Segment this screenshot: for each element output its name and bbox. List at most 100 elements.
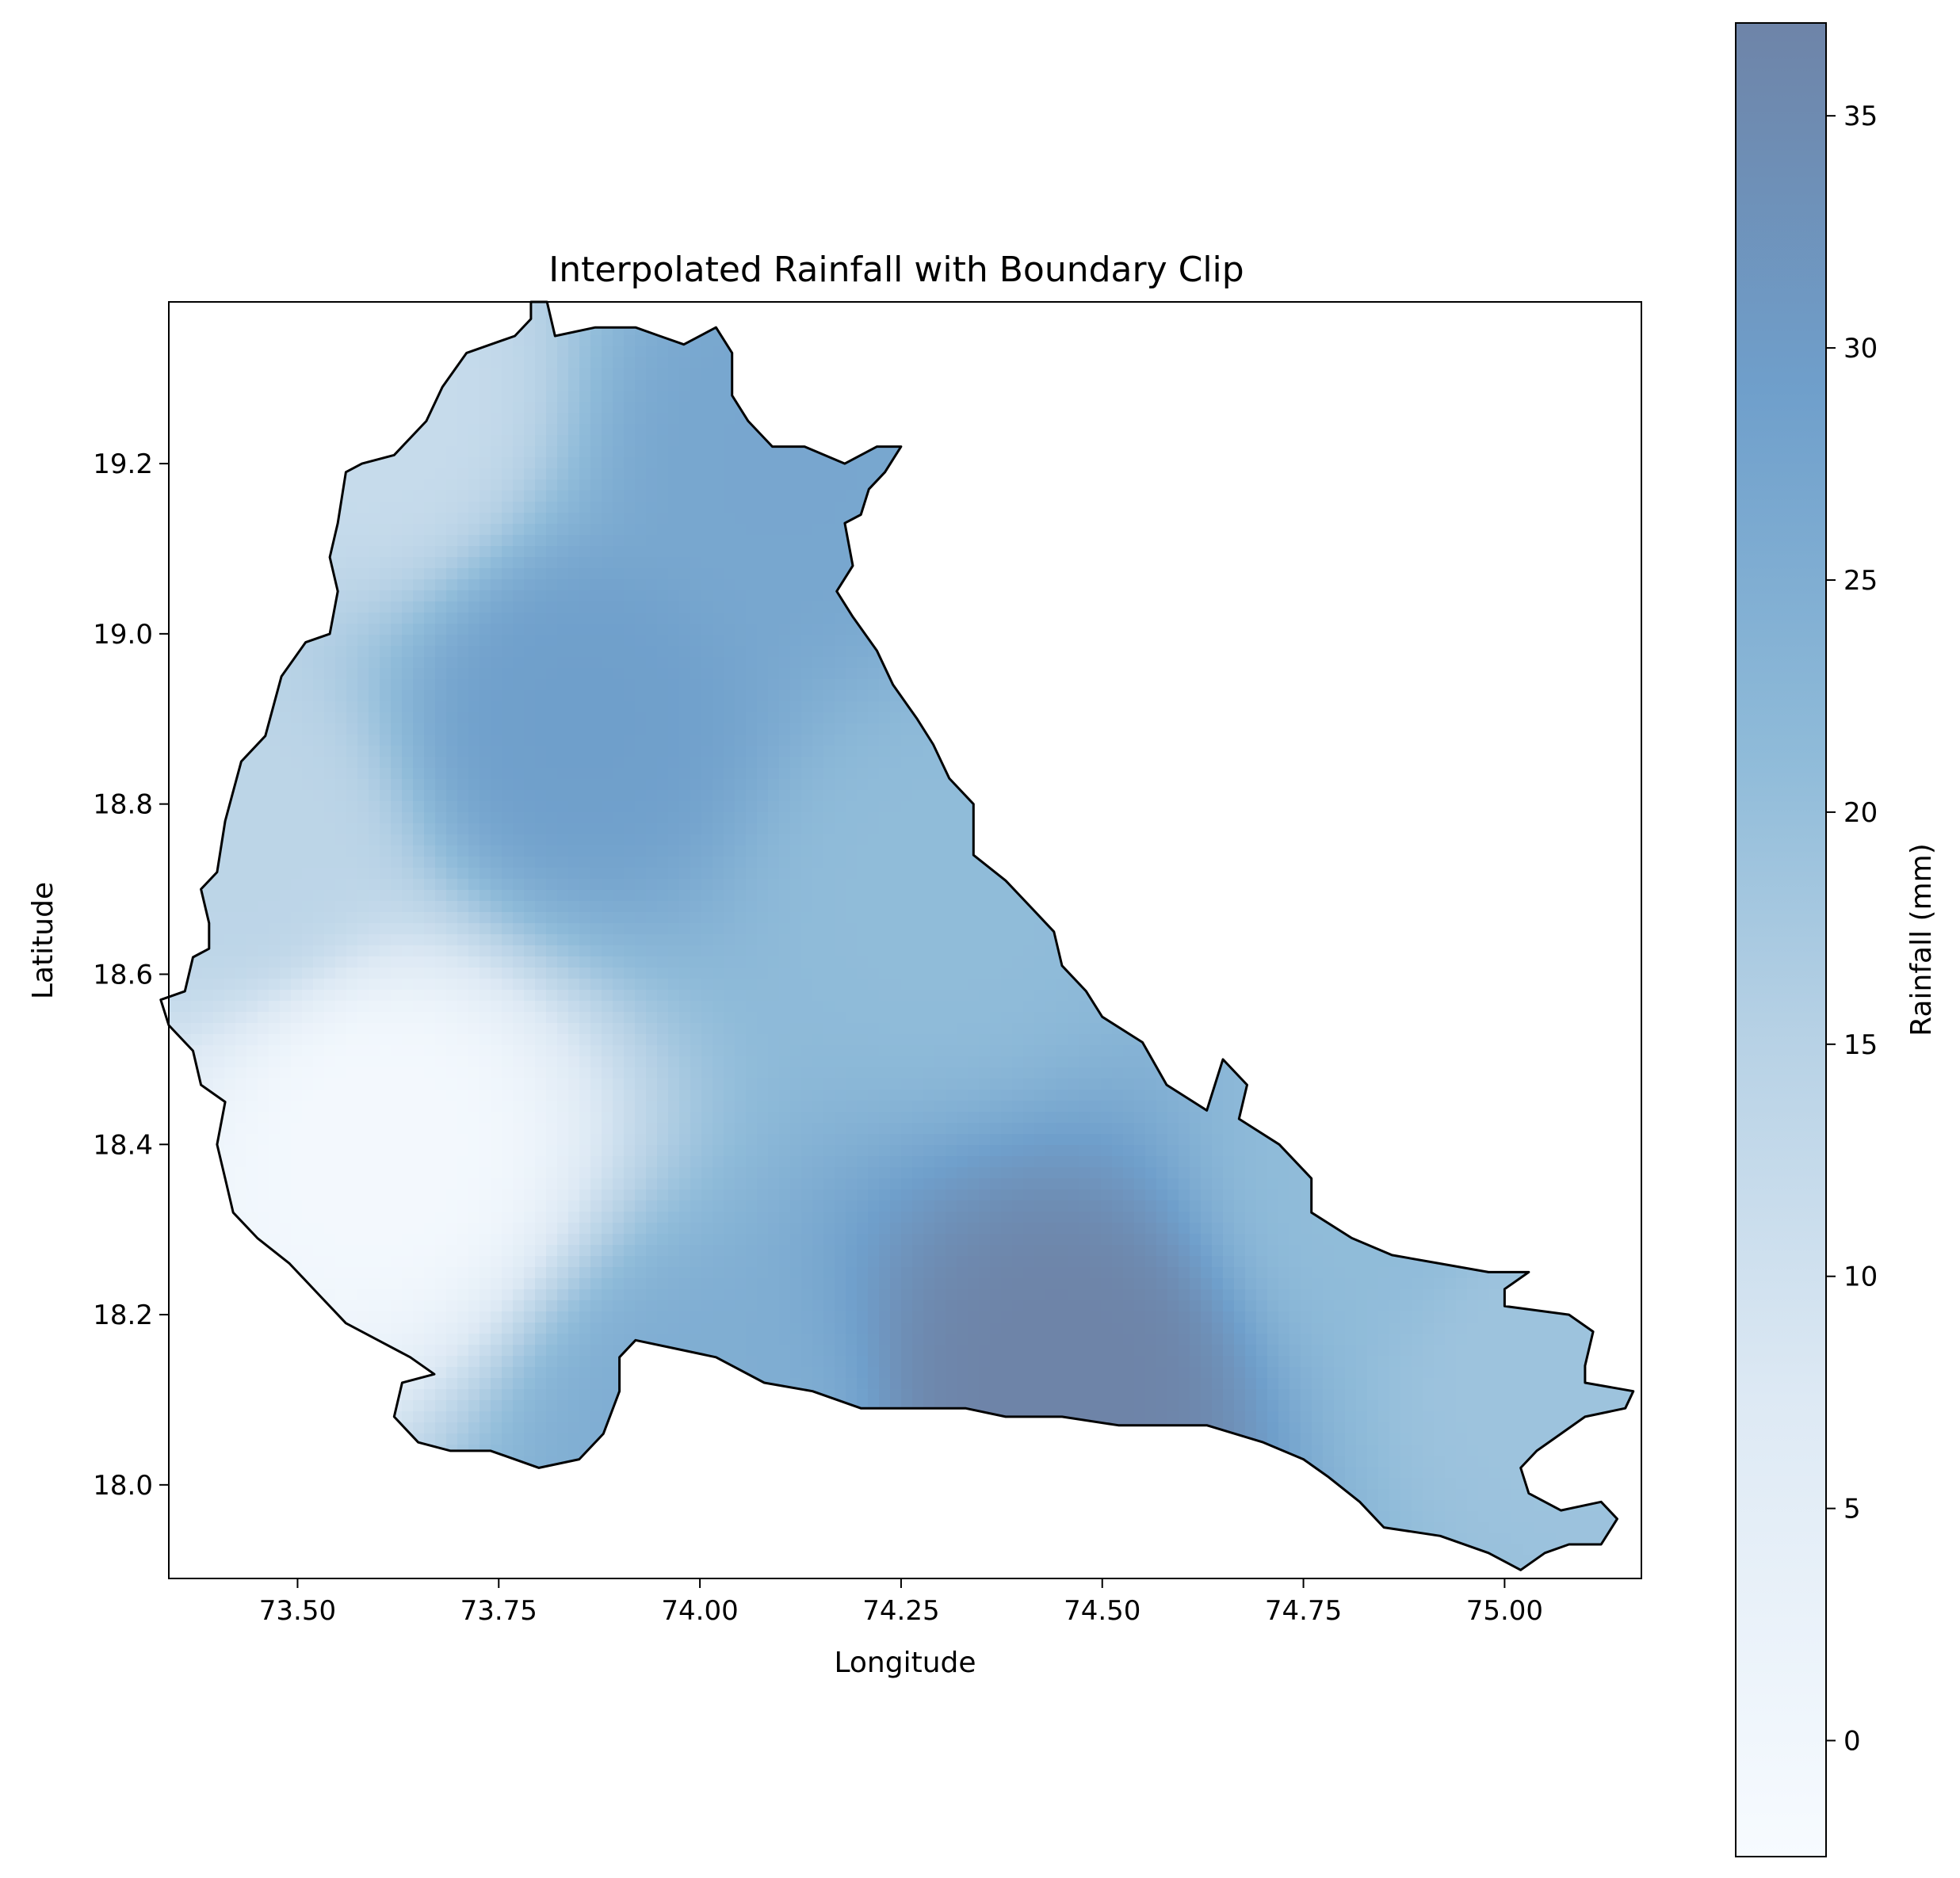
heat-cell <box>446 646 458 658</box>
heat-cell <box>857 712 869 724</box>
heat-cell <box>857 590 869 602</box>
heat-cell <box>1500 324 1512 336</box>
heat-cell <box>513 568 525 580</box>
heat-cell <box>602 668 613 680</box>
heat-cell <box>912 424 924 436</box>
heat-cell <box>269 313 281 325</box>
heat-cell <box>912 313 924 325</box>
heat-cell <box>613 457 625 469</box>
heat-cell <box>1523 535 1534 547</box>
heat-cell <box>990 468 1002 480</box>
heat-cell <box>391 646 403 658</box>
heat-cell <box>413 557 425 569</box>
heat-cell <box>590 302 602 314</box>
heat-cell <box>1223 468 1235 480</box>
heat-cell <box>1600 624 1612 636</box>
heat-cell <box>1256 435 1268 447</box>
heat-cell <box>668 490 680 502</box>
heat-cell <box>1101 357 1113 369</box>
heat-cell <box>1123 646 1135 658</box>
heat-cell <box>1112 313 1124 325</box>
heat-cell <box>479 402 491 414</box>
heat-cell <box>1633 468 1645 480</box>
heat-cell <box>1289 701 1301 713</box>
heat-cell <box>968 668 980 680</box>
heat-cell <box>479 690 491 702</box>
heat-cell <box>868 557 880 569</box>
heat-cell <box>568 357 580 369</box>
heat-cell <box>1334 513 1346 525</box>
heat-cell <box>912 535 924 547</box>
heat-cell <box>979 646 991 658</box>
heat-cell <box>524 679 536 691</box>
heat-cell <box>1511 701 1523 713</box>
heat-cell <box>1034 402 1046 414</box>
heat-cell <box>235 435 247 447</box>
heat-cell <box>568 524 580 536</box>
heat-cell <box>1400 346 1412 358</box>
heat-cell <box>679 435 691 447</box>
heat-cell <box>280 568 292 580</box>
heat-cell <box>1467 435 1479 447</box>
heat-cell <box>1267 479 1279 491</box>
heat-cell <box>1600 701 1612 713</box>
heat-cell <box>180 668 192 680</box>
heat-cell <box>713 368 724 380</box>
heat-cell <box>457 524 469 536</box>
heat-cell <box>1500 368 1512 380</box>
heat-cell <box>1267 357 1279 369</box>
heat-cell <box>1045 335 1057 347</box>
heat-cell <box>1378 479 1390 491</box>
heat-cell <box>1367 502 1379 513</box>
heat-cell <box>934 324 946 336</box>
heat-cell <box>1423 502 1435 513</box>
heat-cell <box>1356 568 1368 580</box>
heat-cell <box>435 324 447 336</box>
heat-cell <box>690 479 702 491</box>
heat-cell <box>1489 601 1501 613</box>
heat-cell <box>1412 346 1423 358</box>
heat-cell <box>668 624 680 636</box>
heat-cell <box>391 357 403 369</box>
heat-cell <box>391 601 403 613</box>
heat-cell <box>346 557 358 569</box>
heat-cell <box>590 513 602 525</box>
heat-cell <box>1023 546 1035 558</box>
heat-cell <box>1600 546 1612 558</box>
heat-cell <box>790 690 802 702</box>
heat-cell <box>1101 368 1113 380</box>
heat-cell <box>424 457 436 469</box>
heat-cell <box>1567 635 1579 647</box>
heat-cell <box>1633 346 1645 358</box>
heat-cell <box>801 424 813 436</box>
heat-cell <box>613 613 625 624</box>
heat-cell <box>1456 413 1468 425</box>
heat-cell <box>413 313 425 325</box>
heat-cell <box>402 368 414 380</box>
heat-cell <box>1156 524 1168 536</box>
heat-cell <box>1611 701 1623 713</box>
heat-cell <box>1201 635 1213 647</box>
heat-cell <box>1201 424 1213 436</box>
heat-cell <box>1123 490 1135 502</box>
heat-cell <box>1356 435 1368 447</box>
heat-cell <box>213 424 225 436</box>
heat-cell <box>990 502 1002 513</box>
heat-cell <box>1567 346 1579 358</box>
heat-cell <box>1234 302 1246 314</box>
heat-cell <box>224 346 236 358</box>
heat-cell <box>846 402 858 414</box>
heat-cell <box>1589 690 1601 702</box>
heat-cell <box>1467 357 1479 369</box>
heat-cell <box>557 490 569 502</box>
heat-cell <box>746 457 758 469</box>
heat-cell <box>579 590 591 602</box>
heat-cell <box>701 357 713 369</box>
heat-cell <box>1445 413 1457 425</box>
heat-cell <box>1079 413 1091 425</box>
heat-cell <box>1611 357 1623 369</box>
heat-cell <box>934 479 946 491</box>
heat-cell <box>968 324 980 336</box>
heat-cell <box>1079 624 1091 636</box>
heat-cell <box>857 357 869 369</box>
